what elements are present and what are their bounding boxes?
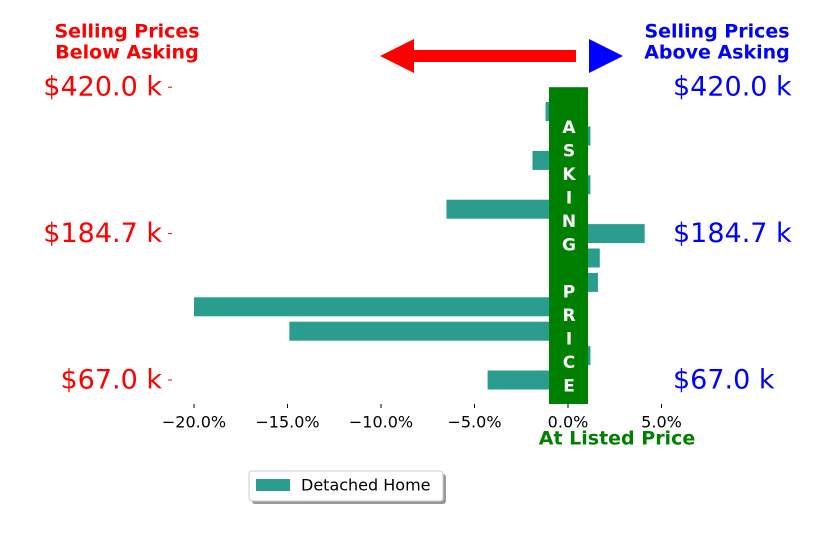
asking-price-column bbox=[549, 87, 588, 404]
y-tick-label-left: $184.7 k bbox=[43, 218, 162, 249]
x-tick-label: −15.0% bbox=[255, 413, 319, 432]
bar bbox=[446, 199, 568, 219]
x-tick-label: 5.0% bbox=[641, 413, 682, 432]
x-tick-label: −5.0% bbox=[447, 413, 501, 432]
y-tick-label-right: $67.0 k bbox=[673, 365, 775, 396]
left-title: Below Asking bbox=[55, 42, 198, 64]
right-title: Selling Prices bbox=[644, 21, 789, 43]
legend-swatch bbox=[256, 479, 290, 491]
x-tick-label: 0.0% bbox=[548, 413, 589, 432]
y-tick-label-right: $420.0 k bbox=[673, 72, 792, 103]
left-title: Selling Prices bbox=[54, 21, 199, 43]
y-tick-label-right: $184.7 k bbox=[673, 218, 792, 249]
legend-label: Detached Home bbox=[301, 476, 431, 495]
legend-box bbox=[248, 470, 444, 502]
x-tick-label: −10.0% bbox=[349, 413, 413, 432]
asking-price-label: ASKING PRICE bbox=[559, 118, 579, 400]
bar bbox=[194, 297, 568, 317]
right-arrow bbox=[589, 39, 623, 73]
left-arrow bbox=[380, 39, 576, 73]
legend: Detached Home bbox=[248, 470, 446, 504]
bar bbox=[487, 370, 568, 390]
y-tick-label-left: $67.0 k bbox=[60, 365, 162, 396]
right-title: Above Asking bbox=[644, 42, 790, 64]
bar bbox=[289, 321, 568, 341]
x-axis-label: At Listed Price bbox=[539, 428, 695, 450]
x-tick-label: −20.0% bbox=[162, 413, 226, 432]
y-tick-label-left: $420.0 k bbox=[43, 72, 162, 103]
